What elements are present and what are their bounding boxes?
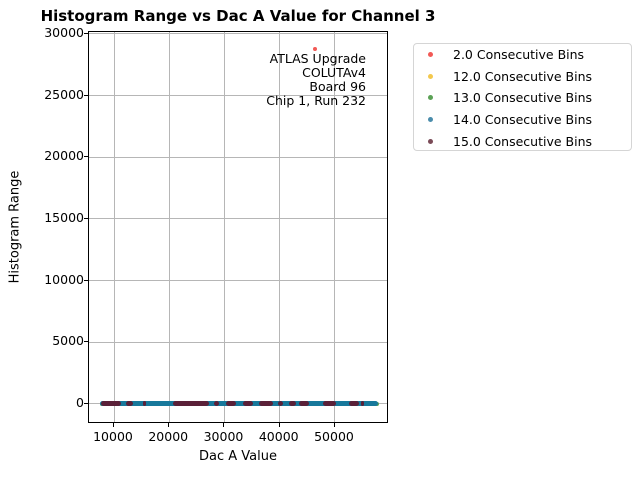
y-tick-label: 10000 [44, 271, 84, 287]
x-tick-mark [113, 423, 114, 427]
y-tick-label: 25000 [44, 86, 84, 102]
legend: 2.0 Consecutive Bins 12.0 Consecutive Bin… [413, 43, 632, 151]
gridline-vertical [168, 32, 170, 422]
data-band [173, 401, 210, 407]
gridline-vertical [223, 32, 225, 422]
legend-marker-icon [428, 52, 433, 58]
gridline-vertical [279, 32, 281, 422]
legend-item-label: 15.0 Consecutive Bins [453, 133, 593, 149]
y-tick-mark [84, 156, 88, 158]
x-tick-label: 20000 [148, 429, 189, 444]
data-band [258, 401, 274, 407]
x-tick-label: 30000 [203, 429, 244, 444]
y-tick-label: 5000 [52, 333, 84, 349]
y-tick-label: 0 [76, 394, 84, 410]
x-tick-mark [168, 423, 170, 427]
legend-item-label: 14.0 Consecutive Bins [453, 112, 593, 128]
data-band [100, 401, 122, 407]
annotation-line: Chip 1, Run 232 [266, 93, 366, 108]
gridline-horizontal [89, 156, 387, 158]
chart-title: Histogram Range vs Dac A Value for Chann… [40, 7, 436, 25]
y-tick-mark [84, 402, 88, 404]
gridline-horizontal [89, 280, 387, 282]
x-axis-label: Dac A Value [199, 449, 277, 464]
x-tick-label: 40000 [258, 429, 299, 444]
annotation-line: ATLAS Upgrade [269, 51, 366, 66]
data-band [322, 401, 337, 407]
legend-marker-icon [428, 95, 433, 101]
y-tick-label: 15000 [44, 209, 84, 225]
gridline-horizontal [89, 95, 387, 97]
legend-item: 2.0 Consecutive Bins [414, 44, 631, 66]
data-point [313, 46, 318, 51]
gridline-horizontal [89, 33, 387, 35]
data-band [126, 401, 133, 407]
plot-annotation: ATLAS Upgrade COLUTAv4 Board 96 Chip 1, Run… [266, 52, 366, 108]
legend-item-label: 13.0 Consecutive Bins [453, 90, 593, 106]
legend-item: 15.0 Consecutive Bins [414, 130, 631, 152]
data-band [299, 401, 310, 407]
y-tick-mark [84, 32, 88, 34]
y-axis-label: Histogram Range [7, 170, 23, 284]
legend-item-label: 2.0 Consecutive Bins [453, 47, 585, 63]
annotation-line: COLUTAv4 [302, 65, 366, 80]
data-band [289, 401, 296, 407]
data-band [360, 401, 364, 407]
legend-marker-icon [428, 138, 433, 144]
legend-item: 13.0 Consecutive Bins [414, 87, 631, 109]
x-tick-mark [278, 423, 280, 427]
legend-item: 14.0 Consecutive Bins [414, 109, 631, 131]
legend-marker-icon [428, 73, 433, 79]
legend-item-label: 12.0 Consecutive Bins [453, 68, 593, 84]
gridline-horizontal [89, 341, 387, 343]
data-band [100, 401, 378, 407]
y-tick-mark [84, 217, 88, 219]
x-tick-mark [223, 423, 225, 427]
gridline-vertical [113, 32, 115, 422]
data-band [214, 401, 219, 407]
plot-area [88, 31, 388, 423]
gridline-vertical [334, 32, 336, 422]
x-tick-label: 10000 [93, 429, 133, 444]
y-tick-mark [84, 94, 88, 96]
legend-marker-icon [428, 117, 433, 123]
annotation-line: Board 96 [309, 79, 366, 94]
y-tick-mark [84, 341, 88, 343]
data-band [348, 401, 359, 407]
y-tick-label: 20000 [44, 148, 84, 164]
x-tick-label: 50000 [314, 429, 354, 444]
y-tick-label: 30000 [44, 24, 84, 40]
x-tick-mark [333, 423, 335, 427]
gridline-horizontal [89, 218, 387, 220]
data-band [226, 401, 237, 407]
data-band [142, 401, 147, 407]
data-band [278, 401, 284, 407]
data-band [243, 401, 254, 407]
y-tick-mark [84, 279, 88, 281]
legend-item: 12.0 Consecutive Bins [414, 66, 631, 88]
